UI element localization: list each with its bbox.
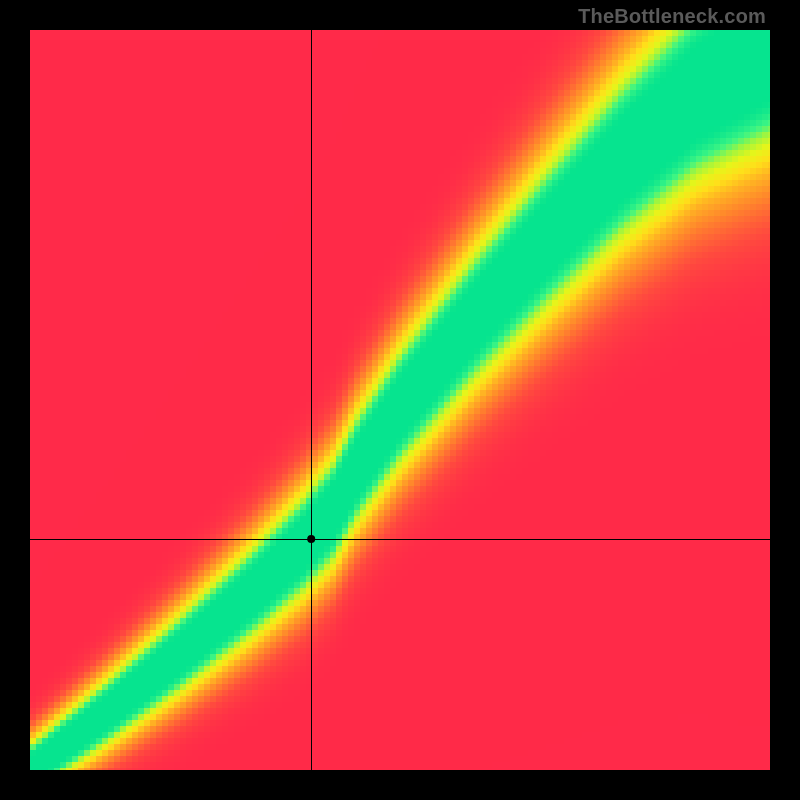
- heatmap-canvas: [30, 30, 770, 770]
- outer-frame: TheBottleneck.com: [0, 0, 800, 800]
- watermark-text: TheBottleneck.com: [578, 6, 766, 29]
- heatmap-plot: [30, 30, 770, 770]
